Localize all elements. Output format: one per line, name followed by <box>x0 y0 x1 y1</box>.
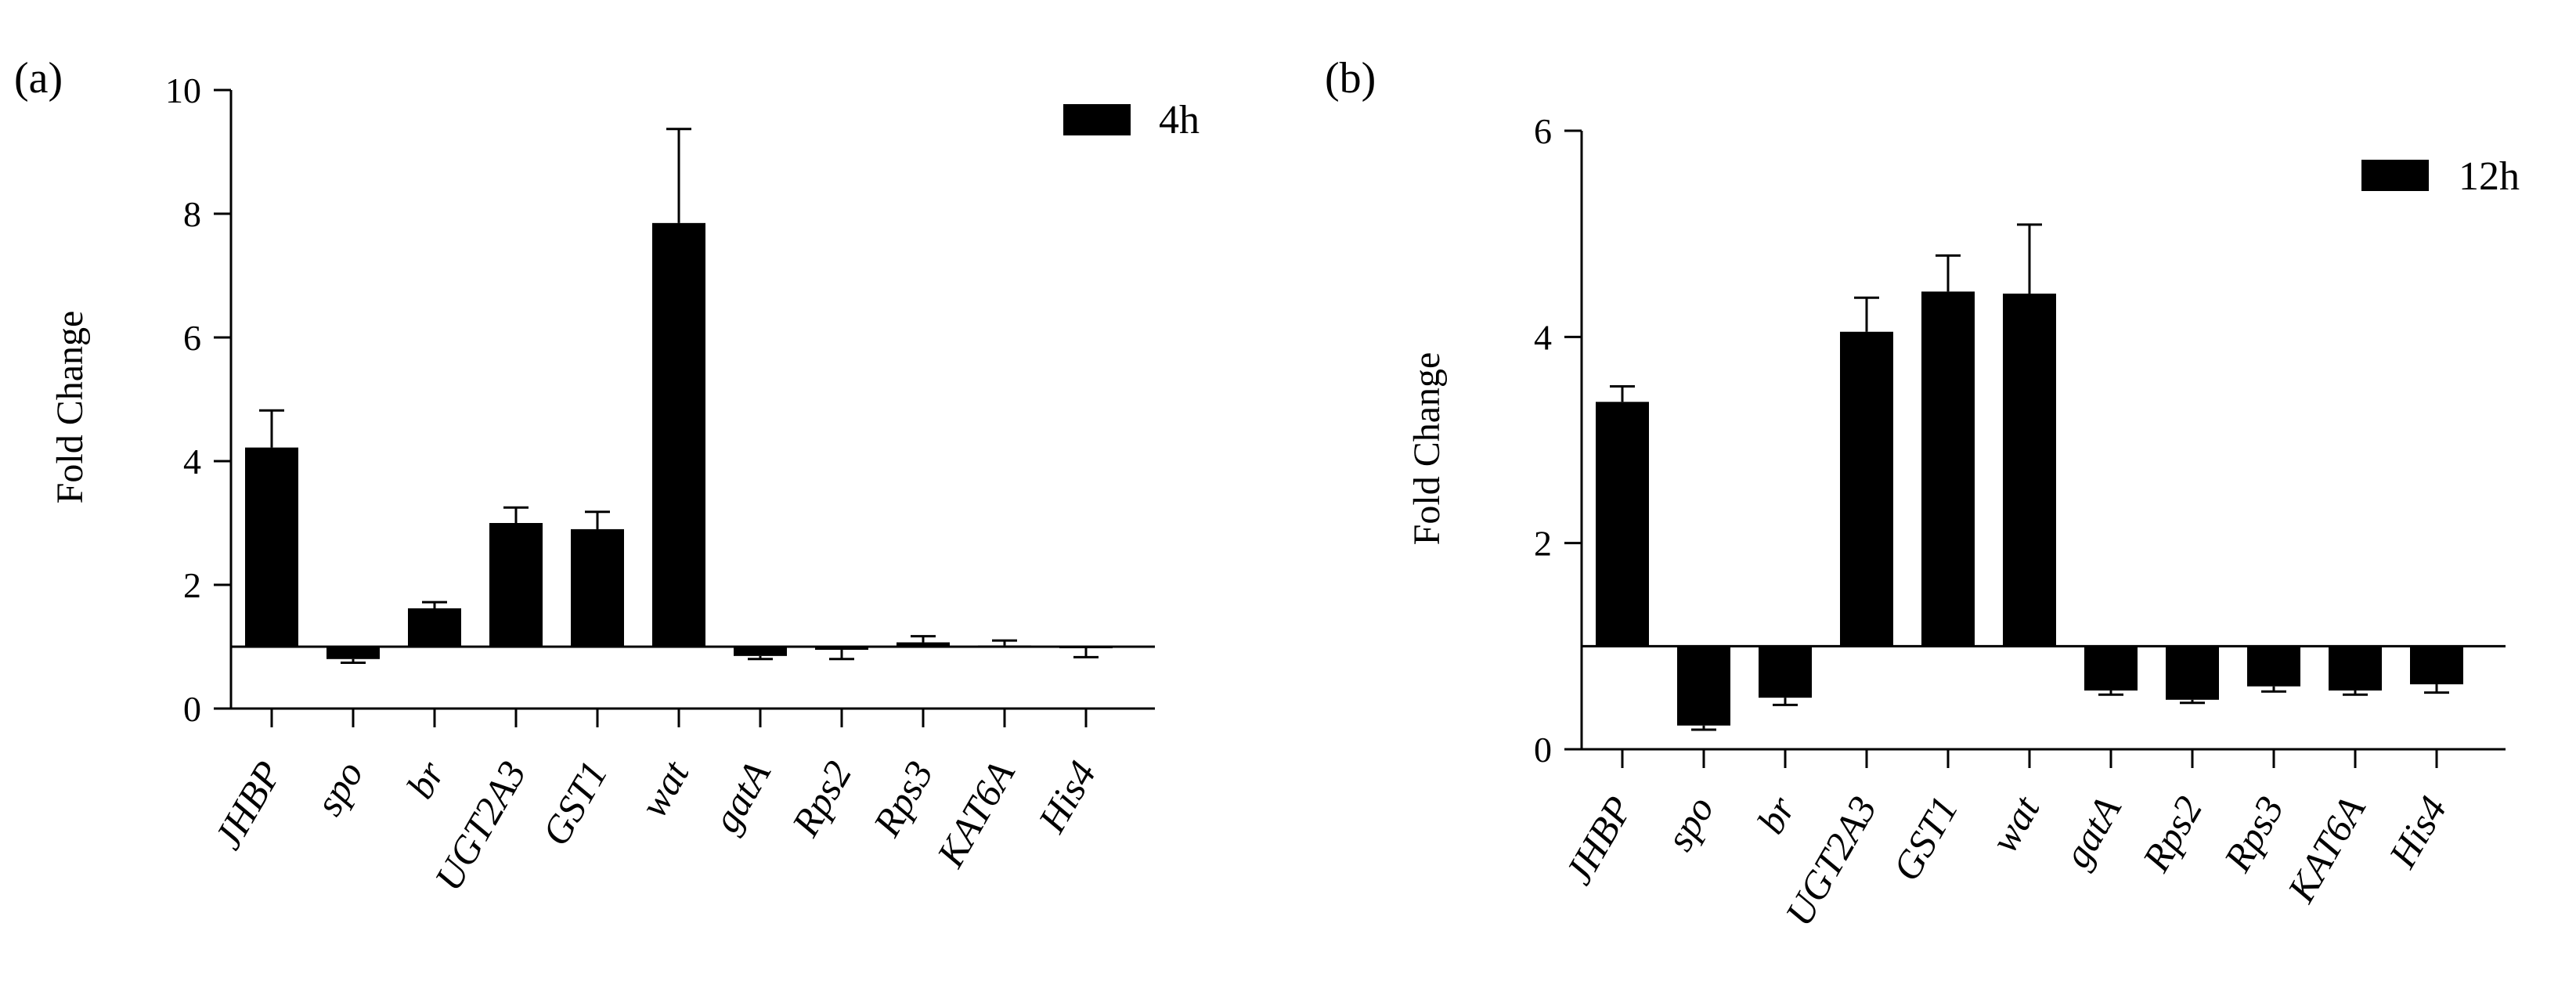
panel-a-y-tick-label: 8 <box>183 194 201 234</box>
panel-a-y-tick-label: 2 <box>183 565 201 605</box>
panel-a-y-axis-title: Fold Change <box>49 311 91 504</box>
panel-a-category-label-spo: spo <box>306 754 371 823</box>
panel-b-category-label-GST1: GST1 <box>1884 789 1966 889</box>
panel-a-y-tick-label: 4 <box>183 442 201 481</box>
panel-b-bar-gatA <box>2084 646 2138 691</box>
panel-b-category-label-Rps2: Rps2 <box>2134 789 2211 879</box>
panel-b-y-axis-title: Fold Change <box>1406 352 1448 546</box>
panel-a-bar-br <box>408 608 461 647</box>
panel-b-bar-Rps3 <box>2247 646 2300 687</box>
panel-b-y-tick-label: 6 <box>1534 111 1552 151</box>
panel-a-bar-Rps2 <box>815 647 868 650</box>
panel-b-category-label-spo: spo <box>1657 789 1722 858</box>
panel-a-category-label-Rps2: Rps2 <box>783 754 860 844</box>
panel-a-y-tick-label: 0 <box>183 689 201 729</box>
panel-a-bar-wat <box>652 222 705 647</box>
panel-b-bar-wat <box>2003 294 2056 647</box>
panel-b-bar-KAT6A <box>2329 646 2382 691</box>
panel-b-bar-His4 <box>2410 646 2463 685</box>
panel-b-category-label-gatA: gatA <box>2055 788 2130 875</box>
panel-b-bar-JHBP <box>1596 402 1649 647</box>
panel-a-bar-gatA <box>734 647 787 656</box>
panel-b-bar-GST1 <box>1921 291 1975 647</box>
panel-a-bar-UGT2A3 <box>489 523 543 647</box>
panel-b-y-tick-label: 4 <box>1534 317 1552 357</box>
panel-b-category-label-KAT6A: KAT6A <box>2278 788 2374 910</box>
panel-b-label: (b) <box>1325 54 1376 103</box>
panel-a-category-label-JHBP: JHBP <box>205 754 290 857</box>
panel-b-y-tick-label: 2 <box>1534 524 1552 564</box>
panel-b-bar-spo <box>1677 646 1730 726</box>
panel-b-bar-UGT2A3 <box>1840 331 1893 647</box>
panel-a-category-label-br: br <box>398 753 453 806</box>
panel-a-category-label-gatA: gatA <box>704 753 779 839</box>
panel-a-category-label-KAT6A: KAT6A <box>928 753 1023 875</box>
panel-a-category-label-wat: wat <box>631 753 698 825</box>
panel-a-legend-label: 4h <box>1159 98 1200 142</box>
panel-a-category-label-Rps3: Rps3 <box>864 754 942 844</box>
panel-b-category-label-Rps3: Rps3 <box>2215 789 2293 879</box>
panel-b-category-label-br: br <box>1748 788 1804 841</box>
panel-b-legend-label: 12h <box>2459 154 2520 199</box>
panel-b-legend-swatch <box>2361 160 2429 191</box>
panel-a-label: (a) <box>14 54 63 103</box>
panel-a-bar-JHBP <box>245 447 298 647</box>
panel-a-category-label-GST1: GST1 <box>533 754 615 853</box>
panel-b-category-label-wat: wat <box>1982 788 2048 860</box>
panel-a-bar-GST1 <box>571 528 624 647</box>
panel-a-y-tick-label: 6 <box>183 318 201 358</box>
panel-b-bar-Rps2 <box>2166 646 2219 700</box>
panel-a-bar-Rps3 <box>897 642 950 647</box>
panel-b-y-tick-label: 0 <box>1534 730 1552 770</box>
panel-b-bar-br <box>1759 646 1812 698</box>
panel-b-category-label-JHBP: JHBP <box>1556 789 1640 892</box>
panel-a-category-label-His4: His4 <box>1029 754 1104 841</box>
panel-b-category-label-His4: His4 <box>2379 789 2455 876</box>
panel-a-bar-spo <box>327 647 380 659</box>
panel-a-y-tick-label: 10 <box>165 70 201 110</box>
panel-a-legend-swatch <box>1063 104 1131 135</box>
